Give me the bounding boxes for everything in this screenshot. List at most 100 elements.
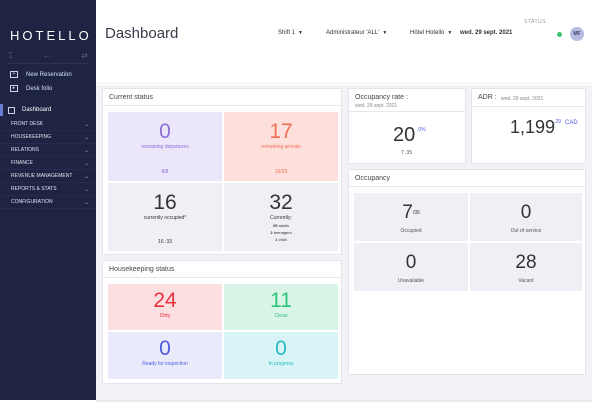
caret-down-icon: ▼ [447, 30, 453, 36]
sidebar-divider [8, 63, 88, 64]
currently-occupied-tile[interactable]: 16 currently occupied* 16 :33 [108, 183, 222, 251]
hotello-logo[interactable]: HOTELLO [10, 28, 92, 43]
adr-value: 1,199 [510, 117, 556, 137]
vacant-value: 28 [515, 252, 537, 273]
clean-label: Clean [274, 313, 288, 319]
adults-label: adults [278, 223, 290, 228]
out-of-service-tile[interactable]: 0 Out of service [470, 193, 582, 241]
sidebar-item-configuration[interactable]: CONFIGURATION ⌄ [0, 196, 96, 209]
sidebar-item-relations[interactable]: RELATIONS ⌄ [0, 144, 96, 157]
guests-teens: 2 teenagers [224, 229, 338, 236]
menu-label: HOUSEKEEPING [11, 134, 52, 140]
progress-value: 0 [275, 337, 287, 360]
teens-label: teenagers [273, 230, 292, 235]
guests-value: 32 [269, 191, 293, 214]
menu-label: CONFIGURATION [11, 199, 53, 205]
occupied-label: currently occupied* [143, 215, 187, 221]
guests-label: Currently: [270, 215, 292, 221]
unavailable-tile[interactable]: 0 Unavailable [354, 243, 468, 291]
dirty-value: 24 [153, 289, 177, 312]
add-reservation-icon: + [10, 71, 18, 78]
occupied-tile[interactable]: 7/35 Occupied [354, 193, 468, 241]
shift-value: Shift 1 [278, 30, 296, 36]
active-indicator [0, 104, 3, 116]
occupied-value: 16 [153, 191, 177, 214]
in-progress-tile[interactable]: 0 In progress [224, 332, 338, 379]
sidebar: HOTELLO ⌶ ← ⇄ + New Reservation ▸ Desk f… [0, 0, 96, 400]
occupied-sub: 16 :33 [158, 239, 172, 245]
adr-decimal: ,29 [554, 119, 561, 125]
status-label: STATUS [524, 19, 546, 25]
arrivals-label: remaining arrivals [261, 144, 301, 150]
clean-tile[interactable]: 11 Clean [224, 284, 338, 330]
card-title: Housekeeping status [103, 261, 341, 278]
card-divider [472, 106, 585, 107]
vacant-tile[interactable]: 28 Vacant [470, 243, 582, 291]
new-reservation-label: New Reservation [26, 71, 72, 78]
occupancy-rate-card: Occupancy rate : wed. 29 sept. 2021 20 ,… [348, 88, 466, 164]
date-selector[interactable]: wed. 29 sept. 2021 [460, 30, 513, 36]
page-title: Dashboard [105, 25, 179, 42]
remaining-arrivals-tile[interactable]: 17 remaining arrivals 16/33 [224, 112, 338, 181]
sidebar-item-dashboard[interactable]: Dashboard [0, 104, 96, 116]
desk-folio-link[interactable]: ▸ Desk folio [10, 85, 52, 92]
swap-icon[interactable]: ⇄ [81, 51, 88, 60]
sidebar-item-front-desk[interactable]: FRONT DESK ⌄ [0, 118, 96, 131]
occupied-rooms-label: Occupied [400, 228, 422, 234]
chevron-down-icon: ⌄ [83, 199, 89, 206]
content-bottom-edge [96, 400, 592, 402]
new-reservation-link[interactable]: + New Reservation [10, 71, 72, 78]
dirty-tile[interactable]: 24 Dirty [108, 284, 222, 330]
departures-label: remaining departures [141, 144, 189, 150]
adr-currency: CAD [565, 120, 578, 126]
adr-title: ADR : [478, 94, 497, 101]
card-title: Occupancy [349, 170, 585, 187]
occupancy-rate-value: 20 [393, 124, 416, 146]
user-avatar[interactable]: MF [570, 27, 584, 41]
menu-label: RELATIONS [11, 147, 39, 153]
ready-for-inspection-tile[interactable]: 0 Ready for inspection [108, 332, 222, 379]
caret-down-icon: ▼ [382, 30, 388, 36]
chevron-down-icon: ⌄ [83, 147, 89, 154]
menu-label: REVENUE MANAGEMENT [11, 173, 73, 179]
hotel-dropdown[interactable]: Hôtel Hotello ▼ [410, 30, 452, 36]
desk-folio-label: Desk folio [26, 85, 53, 92]
sidebar-item-finance[interactable]: FINANCE ⌄ [0, 157, 96, 170]
remaining-departures-tile[interactable]: 0 remaining departures 8/8 [108, 112, 222, 181]
occupancy-rate-sub: 7 :35 [401, 150, 413, 156]
adr-card: ADR : wed. 29 sept. 2021 1,199 ,29 CAD [471, 88, 586, 164]
sidebar-tools: ⌶ ← ⇄ [8, 51, 88, 61]
clean-value: 11 [270, 289, 292, 312]
folio-icon: ▸ [10, 85, 18, 92]
pin-icon[interactable]: ⌶ [8, 51, 13, 60]
sidebar-item-reports-stats[interactable]: REPORTS & STATS ⌄ [0, 183, 96, 196]
arrivals-value: 17 [269, 120, 293, 143]
housekeeping-status-card: Housekeeping status 24 Dirty 11 Clean 0 … [102, 260, 342, 384]
guests-child: 1 child [224, 236, 338, 243]
chevron-down-icon: ⌄ [83, 173, 89, 180]
unavailable-label: Unavailable [397, 278, 425, 284]
sidebar-item-revenue-management[interactable]: REVENUE MANAGEMENT ⌄ [0, 170, 96, 183]
chevron-down-icon: ⌄ [83, 134, 89, 141]
vacant-label: Vacant [518, 278, 534, 284]
sidebar-item-housekeeping[interactable]: HOUSEKEEPING ⌄ [0, 131, 96, 144]
shift-dropdown[interactable]: Shift 1 ▼ [278, 30, 303, 36]
dashboard-label: Dashboard [22, 107, 52, 113]
occupancy-rate-decimal: ,0% [417, 127, 426, 133]
ready-value: 0 [159, 337, 171, 360]
out-of-service-value: 0 [520, 202, 532, 223]
hotel-value: Hôtel Hotello [410, 30, 445, 36]
teens-count: 2 [270, 230, 273, 235]
occupied-rooms-number: 7 [402, 202, 413, 223]
admin-dropdown[interactable]: Administrateur 'ALL' ▼ [326, 30, 387, 36]
departures-value: 0 [159, 120, 171, 143]
chevron-down-icon: ⌄ [83, 121, 89, 128]
occupancy-card: Occupancy 7/35 Occupied 0 Out of service… [348, 169, 586, 375]
status-indicator [557, 32, 562, 37]
adults-count: 29 [272, 223, 278, 228]
ready-label: Ready for inspection [142, 361, 188, 367]
currently-guests-tile[interactable]: 32 Currently: 29 adults 2 teenagers 1 ch… [224, 183, 338, 251]
back-arrow-icon[interactable]: ← [43, 51, 52, 60]
departures-sub: 8/8 [161, 169, 169, 175]
